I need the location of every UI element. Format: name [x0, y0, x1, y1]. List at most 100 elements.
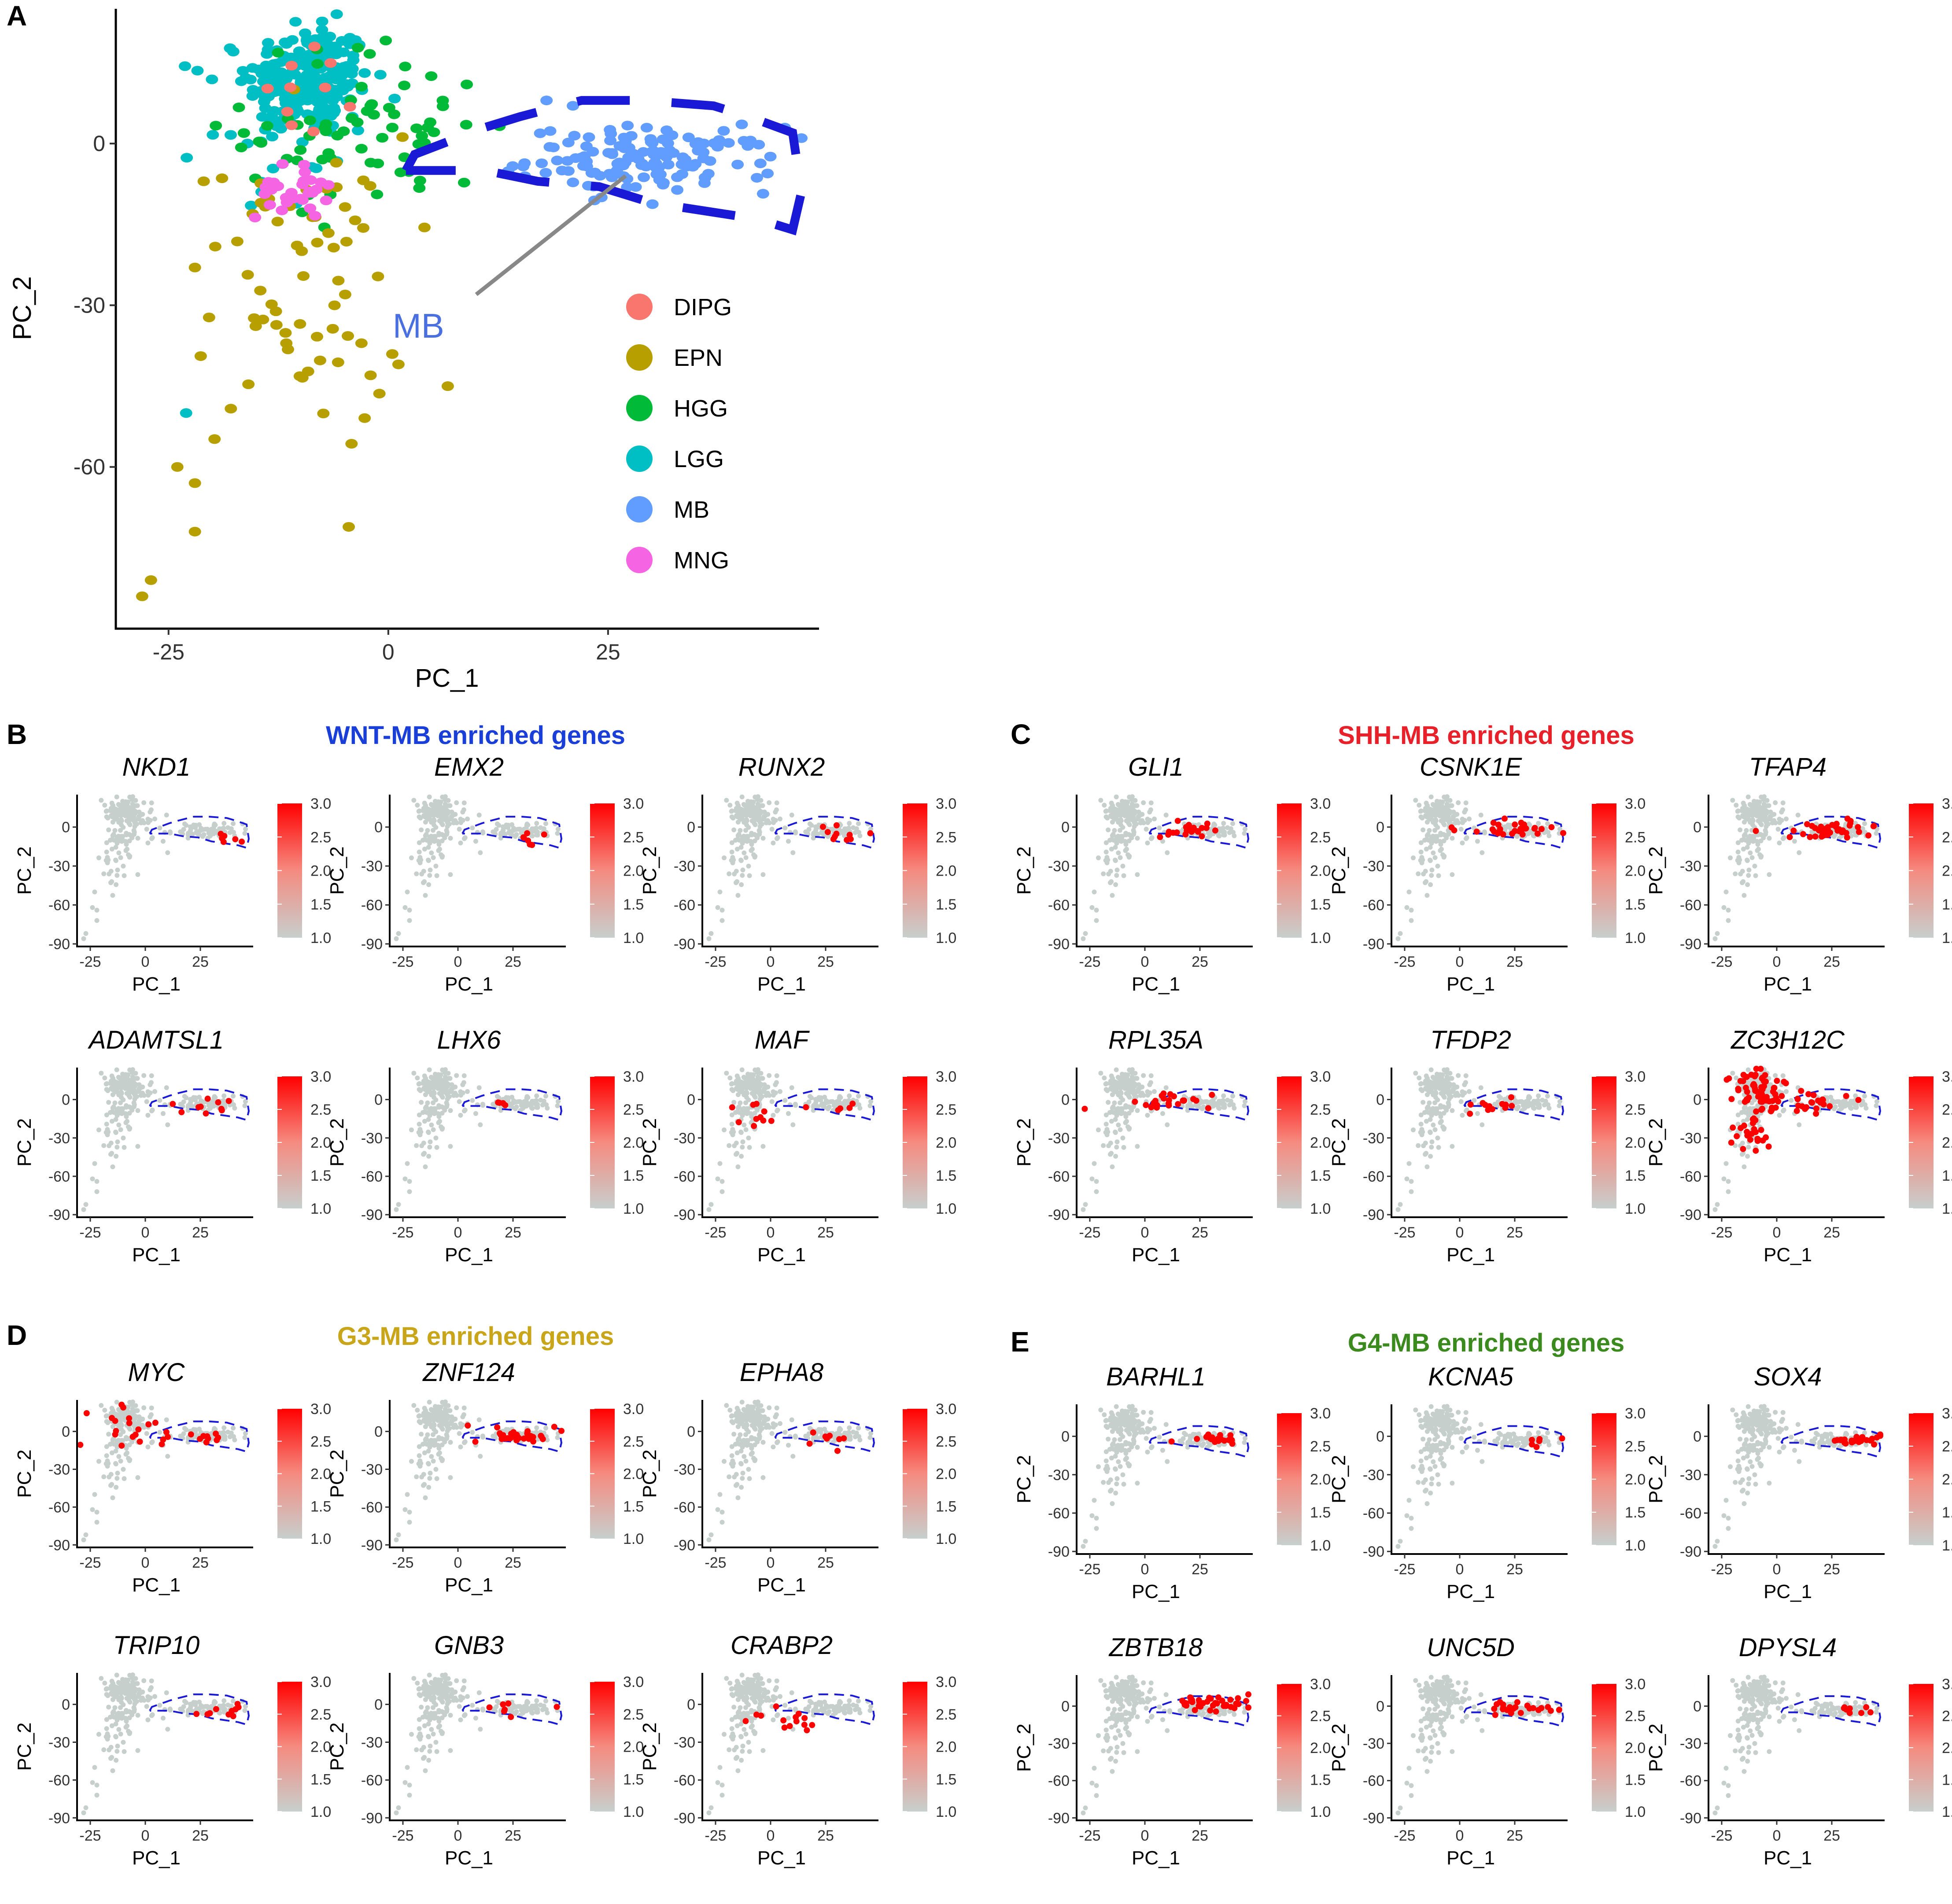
cell-point [760, 872, 766, 877]
cell-point [1135, 1144, 1140, 1149]
cell-point [752, 838, 757, 843]
expressing-cell-point [1512, 828, 1518, 834]
cell-point [1126, 1127, 1132, 1132]
cell-point [520, 827, 526, 832]
cell-point [197, 832, 202, 838]
legend-swatch-lgg [626, 446, 653, 472]
point-epn [317, 409, 330, 419]
cell-point [1096, 855, 1101, 861]
colorbar-tick-label: 3.0 [310, 1068, 331, 1085]
cell-point [1420, 815, 1425, 821]
cell-point [1107, 880, 1113, 885]
cell-point [1767, 872, 1772, 877]
point-mb [604, 136, 617, 146]
y-axis-label: PC_2 [1013, 1118, 1035, 1167]
cell-point [124, 1119, 129, 1124]
point-epn [386, 349, 399, 359]
cell-point [1756, 847, 1761, 852]
expressing-cell-point [1167, 1091, 1173, 1097]
point-hgg [237, 128, 250, 138]
point-epn [297, 271, 310, 281]
point-mb [731, 159, 744, 169]
y-tick-label: -30 [1680, 1130, 1701, 1147]
point-hgg [351, 43, 364, 53]
point-dipg [284, 82, 297, 92]
point-epn [332, 276, 345, 286]
cell-point [141, 1073, 147, 1078]
cell-point [1102, 1075, 1107, 1081]
point-lgg [191, 66, 204, 76]
point-dipg [281, 107, 294, 117]
point-epn [241, 270, 254, 280]
cell-point [1418, 1112, 1424, 1118]
cell-point [775, 1107, 780, 1112]
cell-point [764, 820, 769, 825]
point-hgg [416, 131, 428, 141]
colorbar-tick-label: 3.0 [1625, 795, 1646, 812]
cell-point [1098, 798, 1103, 803]
expressing-cell-point [1793, 1108, 1800, 1114]
cell-point [124, 847, 129, 852]
point-hgg [232, 102, 245, 112]
cell-point [415, 803, 420, 808]
point-hgg [425, 71, 438, 81]
gene-title: MYC [128, 1358, 185, 1387]
panel-a-x-label: PC_1 [415, 664, 479, 692]
cell-point [1441, 838, 1446, 843]
point-mb [580, 141, 593, 151]
cell-point [135, 1108, 140, 1113]
cell-point [1735, 808, 1741, 814]
point-epn [314, 355, 326, 365]
y-axis-label: PC_2 [639, 1118, 661, 1167]
gene-title: GLI1 [1128, 753, 1184, 781]
cell-point [1522, 1100, 1528, 1105]
cell-point [1243, 1099, 1248, 1104]
point-mb [646, 138, 659, 148]
cell-point [752, 1111, 757, 1116]
cell-point [110, 833, 115, 838]
cell-point [140, 812, 145, 817]
cell-point [445, 819, 450, 824]
cell-point [417, 1081, 422, 1086]
cell-point [1132, 819, 1137, 824]
point-epn [254, 286, 267, 296]
cell-point [476, 812, 482, 818]
cell-point [135, 872, 140, 877]
cell-point [731, 1100, 737, 1105]
expressing-cell-point [1512, 821, 1518, 828]
point-mb [764, 151, 777, 162]
point-lgg [279, 94, 292, 104]
cell-point [133, 1071, 138, 1076]
colorbar-tick-label: 2.5 [1942, 829, 1952, 846]
cell-point [1148, 800, 1154, 806]
cell-point [735, 833, 741, 838]
point-epn [280, 338, 293, 348]
point-mb [621, 121, 634, 131]
cell-point [418, 1129, 424, 1134]
cell-point [1424, 1105, 1430, 1111]
cell-point [1527, 1102, 1532, 1107]
expressing-cell-point [1779, 1093, 1785, 1099]
cell-point [122, 1081, 127, 1086]
cell-point [1745, 1117, 1750, 1122]
cell-point [742, 1075, 747, 1080]
cell-point [130, 794, 135, 799]
cell-point [815, 1104, 820, 1109]
cell-point [1242, 831, 1247, 836]
y-tick-label: -30 [1680, 858, 1701, 875]
cell-point [1748, 850, 1753, 855]
cell-point [1118, 1127, 1123, 1132]
x-tick-label: -25 [705, 954, 726, 970]
cell-point [453, 1084, 458, 1090]
cell-point [1535, 1098, 1541, 1103]
cell-point [1145, 840, 1150, 846]
point-lgg [275, 124, 288, 134]
y-tick-label: -60 [361, 897, 383, 914]
point-epn [203, 313, 215, 323]
cell-point [1721, 905, 1727, 910]
cell-point [747, 808, 752, 814]
cell-point [114, 873, 120, 878]
cell-point [426, 858, 431, 863]
cell-point [1148, 1080, 1153, 1085]
point-hgg [364, 158, 377, 168]
